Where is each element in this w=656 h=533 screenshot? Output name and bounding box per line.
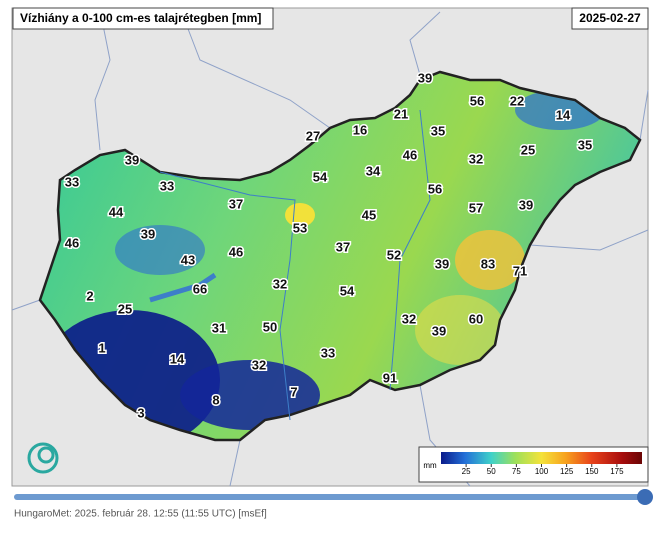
station-value: 16 bbox=[353, 122, 367, 137]
station-value: 54 bbox=[313, 169, 328, 184]
date-box bbox=[571, 7, 649, 30]
date: 2025-02-27 bbox=[579, 11, 641, 25]
title: Vízhiány a 0-100 cm-es talajrétegben [mm… bbox=[20, 11, 261, 25]
station-value: 8 bbox=[212, 392, 219, 407]
logo bbox=[27, 442, 59, 474]
station-value: 35 bbox=[431, 123, 445, 138]
station-value: 60 bbox=[469, 311, 483, 326]
legend-unit: mm bbox=[423, 461, 437, 470]
station-value: 37 bbox=[336, 239, 350, 254]
station-value: 31 bbox=[212, 320, 226, 335]
station-value: 56 bbox=[470, 93, 484, 108]
borders bbox=[11, 7, 649, 487]
station-value: 46 bbox=[403, 147, 417, 162]
station-value: 22 bbox=[510, 93, 524, 108]
station-value: 27 bbox=[306, 128, 320, 143]
station-value: 37 bbox=[229, 196, 243, 211]
legend-tick-label: 125 bbox=[560, 467, 574, 476]
station-value: 14 bbox=[556, 107, 571, 122]
colorbar bbox=[441, 452, 642, 464]
legend-tick-label: 100 bbox=[535, 467, 549, 476]
station-value: 25 bbox=[118, 301, 132, 316]
legend-tick-label: 75 bbox=[512, 467, 521, 476]
station-value: 39 bbox=[519, 197, 533, 212]
footer: HungaroMet: 2025. február 28. 12:55 (11:… bbox=[14, 509, 267, 520]
title-box bbox=[12, 7, 274, 30]
station-value: 32 bbox=[252, 357, 266, 372]
station-value: 7 bbox=[290, 384, 297, 399]
legend-tick-label: 175 bbox=[610, 467, 624, 476]
legend-ticks: 25 50 75 100 125 150 175 bbox=[462, 464, 624, 476]
station-value: 57 bbox=[469, 200, 483, 215]
slider-handle[interactable] bbox=[637, 489, 653, 505]
station-value: 39 bbox=[418, 70, 432, 85]
station-value: 56 bbox=[428, 181, 442, 196]
station-value: 45 bbox=[362, 207, 376, 222]
station-value: 32 bbox=[469, 151, 483, 166]
station-value: 39 bbox=[141, 226, 155, 241]
station-value: 14 bbox=[170, 351, 185, 366]
station-value: 21 bbox=[394, 106, 408, 121]
station-value: 39 bbox=[432, 323, 446, 338]
time-slider[interactable] bbox=[14, 494, 644, 500]
station-value: 33 bbox=[321, 345, 335, 360]
station-value: 33 bbox=[160, 178, 174, 193]
station-value: 50 bbox=[263, 319, 277, 334]
station-value: 39 bbox=[435, 256, 449, 271]
station-value: 34 bbox=[366, 163, 381, 178]
station-value: 54 bbox=[340, 283, 355, 298]
station-value: 71 bbox=[513, 263, 527, 278]
station-value: 33 bbox=[65, 174, 79, 189]
station-value: 2 bbox=[86, 288, 93, 303]
station-value: 46 bbox=[65, 235, 79, 250]
station-value: 43 bbox=[181, 252, 195, 267]
station-value: 66 bbox=[193, 281, 207, 296]
lake-balaton bbox=[149, 272, 217, 303]
station-value: 91 bbox=[383, 370, 397, 385]
station-value: 25 bbox=[521, 142, 535, 157]
station-value: 1 bbox=[98, 340, 105, 355]
legend-tick-label: 25 bbox=[462, 467, 471, 476]
station-value: 32 bbox=[273, 276, 287, 291]
station-value: 35 bbox=[578, 137, 592, 152]
station-value: 32 bbox=[402, 311, 416, 326]
station-value: 52 bbox=[387, 247, 401, 262]
station-value: 53 bbox=[293, 220, 307, 235]
rivers bbox=[159, 109, 431, 421]
station-value: 39 bbox=[125, 152, 139, 167]
station-value: 83 bbox=[481, 256, 495, 271]
legend-tick-label: 150 bbox=[585, 467, 599, 476]
station-value: 46 bbox=[229, 244, 243, 259]
station-value: 3 bbox=[137, 405, 144, 420]
legend-tick-label: 50 bbox=[487, 467, 496, 476]
station-value: 44 bbox=[109, 204, 124, 219]
